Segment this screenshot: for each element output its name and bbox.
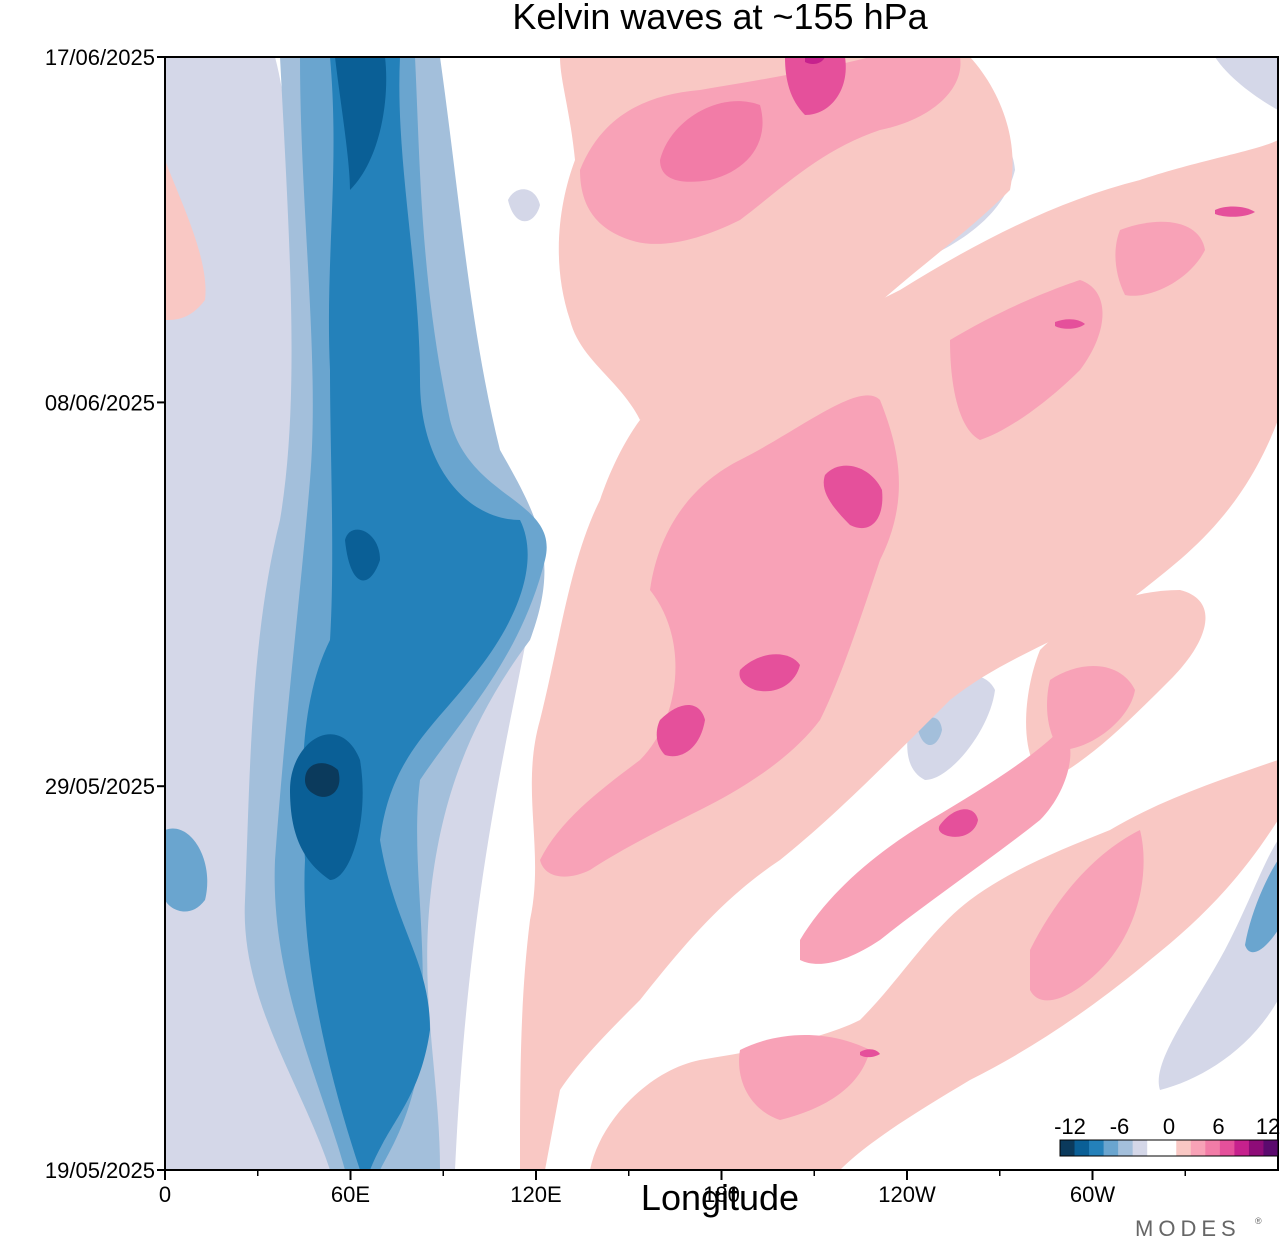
- x-tick-label: 0: [159, 1182, 171, 1207]
- y-tick-label: 08/06/2025: [45, 390, 155, 415]
- y-tick-label: 29/05/2025: [45, 774, 155, 799]
- colorbar-swatch: [1147, 1140, 1163, 1156]
- colorbar-swatch: [1263, 1140, 1279, 1156]
- x-tick-label: 120W: [878, 1182, 936, 1207]
- colorbar-frame: [1059, 1139, 1279, 1157]
- x-tick-label: 180: [703, 1182, 740, 1207]
- modes-logo-text: MODES: [1135, 1216, 1241, 1241]
- y-axis-ticks: 17/06/2025 08/06/2025 29/05/2025 19/05/2025: [45, 45, 165, 1183]
- colorbar-swatch: [1190, 1140, 1206, 1156]
- colorbar-tick-label: 6: [1212, 1114, 1224, 1139]
- chart-title: Kelvin waves at ~155 hPa: [512, 0, 928, 37]
- colorbar-swatch: [1176, 1140, 1192, 1156]
- registered-mark: ®: [1255, 1216, 1262, 1226]
- colorbar-tick-label: 0: [1163, 1114, 1175, 1139]
- plot-area: [165, 57, 1278, 1170]
- colorbar: -12 -6 0 6 12: [1054, 1114, 1280, 1157]
- colorbar-swatch: [1103, 1140, 1119, 1156]
- y-tick-label: 19/05/2025: [45, 1158, 155, 1183]
- colorbar-tick-label: -6: [1110, 1114, 1130, 1139]
- colorbar-swatch: [1060, 1140, 1076, 1156]
- colorbar-swatch: [1234, 1140, 1250, 1156]
- x-tick-label: 60E: [331, 1182, 370, 1207]
- colorbar-tick-label: 12: [1256, 1114, 1280, 1139]
- colorbar-swatch: [1205, 1140, 1221, 1156]
- colorbar-tick-label: -12: [1054, 1114, 1086, 1139]
- colorbar-swatch: [1132, 1140, 1148, 1156]
- y-tick-label: 17/06/2025: [45, 45, 155, 70]
- x-tick-label: 60W: [1070, 1182, 1115, 1207]
- colorbar-swatch: [1089, 1140, 1105, 1156]
- x-axis-label: Longitude: [641, 1177, 799, 1218]
- x-axis-ticks: 0 60E 120E 180 120W 60W: [159, 1170, 1186, 1207]
- colorbar-swatch: [1074, 1140, 1090, 1156]
- positive-anomaly-shading: [165, 57, 1278, 1170]
- colorbar-swatch: [1118, 1140, 1134, 1156]
- colorbar-swatch: [1219, 1140, 1235, 1156]
- colorbar-swatch: [1248, 1140, 1264, 1156]
- colorbar-swatch: [1161, 1140, 1177, 1156]
- x-tick-label: 120E: [510, 1182, 561, 1207]
